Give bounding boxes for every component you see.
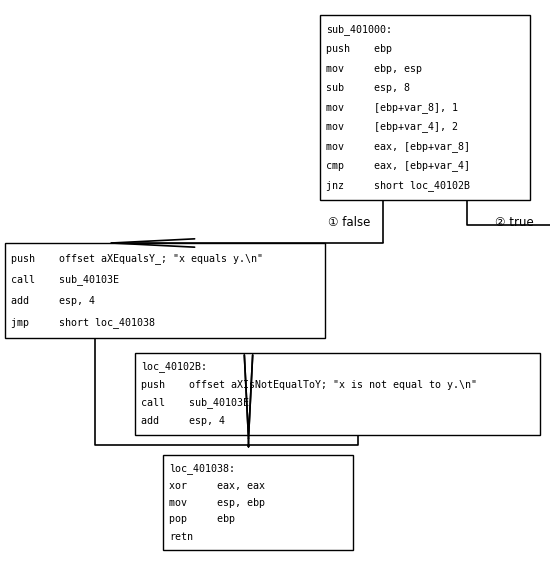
Text: loc_401038:: loc_401038: (169, 463, 235, 474)
Text: jmp     short loc_401038: jmp short loc_401038 (11, 317, 155, 328)
Text: ① false: ① false (328, 215, 370, 229)
Text: ② true: ② true (495, 215, 534, 229)
Text: mov     [ebp+var_4], 2: mov [ebp+var_4], 2 (326, 121, 458, 133)
Bar (135, 353, 540, 435)
Text: mov     esp, ebp: mov esp, ebp (169, 497, 265, 507)
Text: sub_401000:: sub_401000: (326, 24, 392, 35)
Text: mov     eax, [ebp+var_8]: mov eax, [ebp+var_8] (326, 141, 470, 152)
Text: pop     ebp: pop ebp (169, 514, 235, 524)
Text: push    ebp: push ebp (326, 44, 392, 54)
Bar (320, 15, 530, 200)
Text: xor     eax, eax: xor eax, eax (169, 481, 265, 491)
Text: add     esp, 4: add esp, 4 (141, 416, 225, 426)
Bar (163, 455, 353, 550)
Text: mov     ebp, esp: mov ebp, esp (326, 64, 422, 74)
Text: jnz     short loc_40102B: jnz short loc_40102B (326, 180, 470, 191)
Text: cmp     eax, [ebp+var_4]: cmp eax, [ebp+var_4] (326, 160, 470, 171)
Text: push    offset aXEqualsY_; "x equals y.\n": push offset aXEqualsY_; "x equals y.\n" (11, 253, 263, 264)
Text: retn: retn (169, 532, 193, 542)
Text: call    sub_40103E: call sub_40103E (141, 397, 249, 409)
Text: sub     esp, 8: sub esp, 8 (326, 83, 410, 93)
Text: add     esp, 4: add esp, 4 (11, 296, 95, 306)
Text: call    sub_40103E: call sub_40103E (11, 274, 119, 285)
Text: push    offset aXIsNotEqualToY; "x is not equal to y.\n": push offset aXIsNotEqualToY; "x is not e… (141, 380, 477, 390)
Text: loc_40102B:: loc_40102B: (141, 361, 207, 373)
Bar (5, 243, 325, 338)
Text: mov     [ebp+var_8], 1: mov [ebp+var_8], 1 (326, 102, 458, 113)
